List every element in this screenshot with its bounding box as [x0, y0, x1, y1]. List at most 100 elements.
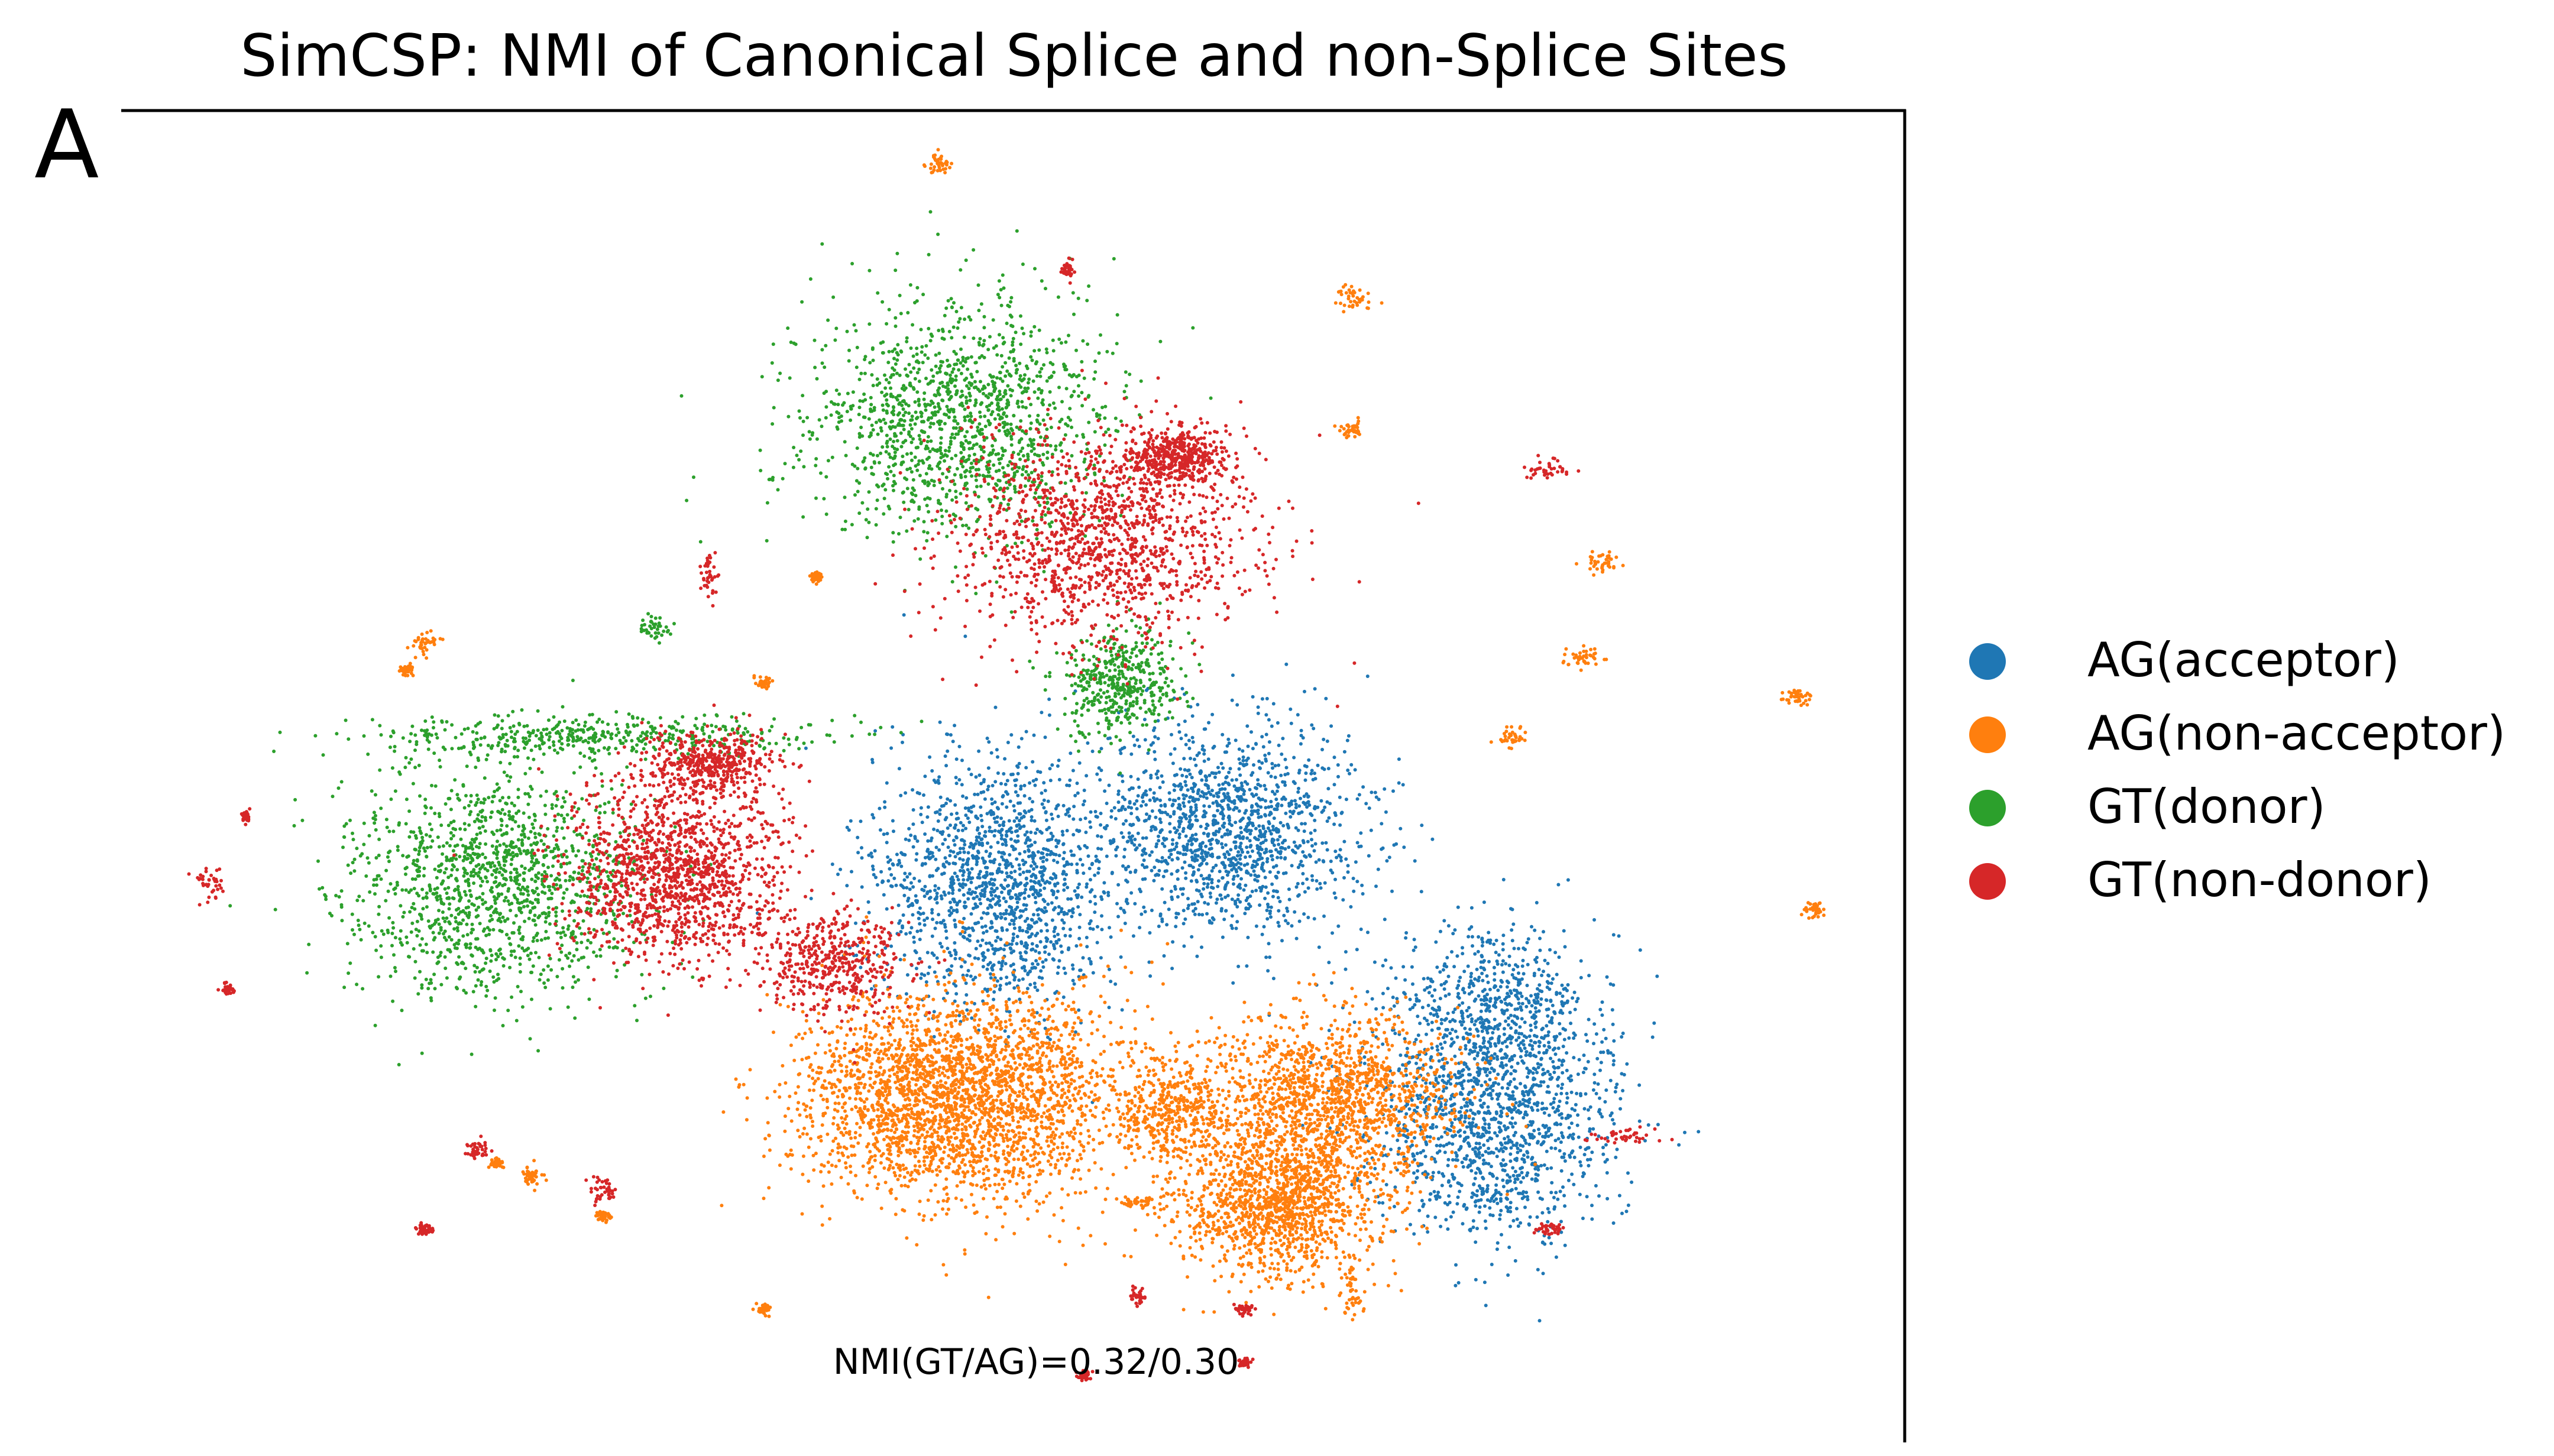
data-point	[976, 875, 980, 880]
data-point	[1529, 1039, 1533, 1043]
data-point	[1495, 1176, 1499, 1181]
data-point	[1587, 1163, 1591, 1168]
data-point	[988, 810, 992, 814]
data-point	[1095, 941, 1099, 945]
data-point	[1270, 854, 1274, 858]
data-point	[1280, 845, 1284, 849]
data-point	[1151, 825, 1155, 829]
data-point	[1468, 1228, 1472, 1232]
data-point	[993, 858, 997, 862]
data-point	[1219, 812, 1223, 816]
data-point	[1493, 1017, 1497, 1022]
data-point	[960, 783, 964, 787]
data-point	[1261, 841, 1265, 844]
data-point	[1569, 1090, 1574, 1094]
data-point	[1011, 884, 1015, 888]
data-point	[1438, 1149, 1442, 1153]
data-point	[1078, 913, 1082, 917]
data-point	[1179, 819, 1183, 823]
data-point	[1464, 1044, 1468, 1048]
data-point	[1237, 767, 1241, 771]
data-point	[1566, 878, 1570, 882]
data-point	[1216, 803, 1219, 808]
data-point	[1537, 983, 1542, 987]
data-point	[1462, 991, 1467, 995]
data-point	[979, 943, 983, 948]
data-point	[892, 829, 895, 834]
data-point	[1630, 1180, 1634, 1184]
data-point	[1447, 1141, 1451, 1145]
data-point	[1059, 910, 1063, 914]
data-point	[1162, 954, 1166, 958]
data-point	[1021, 858, 1025, 862]
data-point	[954, 992, 959, 996]
data-point	[1344, 857, 1348, 861]
data-point	[1149, 776, 1153, 780]
data-point	[1236, 861, 1240, 865]
data-point	[967, 953, 971, 957]
data-point	[1155, 776, 1160, 780]
data-point	[1157, 925, 1161, 928]
data-point	[1481, 989, 1485, 993]
data-point	[850, 870, 853, 874]
data-point	[1428, 985, 1432, 988]
data-point	[1414, 1176, 1419, 1180]
data-point	[1503, 1169, 1507, 1173]
data-point	[995, 979, 999, 983]
data-point	[1008, 799, 1012, 803]
data-point	[1025, 870, 1029, 873]
data-point	[991, 882, 995, 886]
data-point	[1132, 802, 1137, 806]
data-point	[1267, 718, 1271, 722]
data-point	[1301, 864, 1304, 868]
data-point	[1166, 862, 1170, 866]
data-point	[1536, 1065, 1540, 1069]
data-point	[1603, 1100, 1607, 1104]
data-point	[1039, 856, 1043, 860]
data-point	[1484, 1067, 1487, 1071]
data-point	[1150, 909, 1154, 912]
data-point	[1168, 797, 1172, 802]
data-point	[1265, 696, 1269, 701]
data-point	[1469, 1169, 1474, 1173]
data-point	[1457, 979, 1461, 983]
data-point	[872, 873, 876, 877]
data-point	[1476, 1034, 1480, 1038]
data-point	[1542, 1163, 1546, 1167]
data-point	[1081, 956, 1085, 960]
data-point	[1176, 912, 1180, 916]
data-point	[1004, 865, 1008, 870]
data-point	[1507, 954, 1511, 958]
data-point	[1325, 819, 1329, 823]
data-point	[1231, 981, 1235, 985]
data-point	[1131, 734, 1135, 738]
data-point	[1540, 974, 1544, 977]
data-point	[1093, 810, 1098, 813]
data-point	[1270, 724, 1274, 728]
data-point	[949, 954, 953, 958]
data-point	[904, 992, 908, 996]
data-point	[1565, 1096, 1569, 1100]
data-point	[1026, 836, 1030, 839]
data-point	[1587, 1017, 1591, 1022]
data-point	[1524, 1004, 1529, 1009]
data-point	[905, 973, 909, 977]
data-point	[1500, 1233, 1503, 1237]
data-point	[996, 915, 1000, 919]
data-point	[1491, 1151, 1496, 1155]
data-point	[1005, 779, 1009, 783]
data-point	[1141, 800, 1145, 803]
data-point	[1226, 737, 1231, 741]
data-point	[990, 802, 994, 806]
data-point	[1622, 1073, 1626, 1076]
data-point	[899, 851, 904, 855]
data-point	[1061, 857, 1066, 861]
data-point	[1466, 964, 1470, 968]
data-point	[967, 767, 971, 771]
data-point	[1497, 1092, 1501, 1097]
data-point	[1241, 850, 1244, 854]
data-point	[1068, 928, 1072, 932]
data-point	[1348, 771, 1351, 776]
data-point	[1563, 1204, 1567, 1208]
data-point	[1036, 850, 1040, 854]
